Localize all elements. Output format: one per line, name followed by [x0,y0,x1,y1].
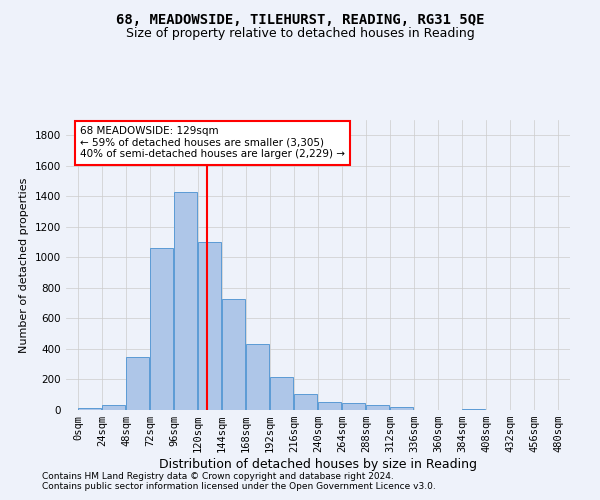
X-axis label: Distribution of detached houses by size in Reading: Distribution of detached houses by size … [159,458,477,471]
Bar [318,402,341,410]
Bar [126,356,149,410]
Text: Contains HM Land Registry data © Crown copyright and database right 2024.: Contains HM Land Registry data © Crown c… [42,472,394,481]
Text: Size of property relative to detached houses in Reading: Size of property relative to detached ho… [125,28,475,40]
Bar [246,344,269,410]
Bar [462,409,485,410]
Bar [294,394,317,410]
Bar [342,403,365,410]
Text: Contains public sector information licensed under the Open Government Licence v3: Contains public sector information licen… [42,482,436,491]
Bar [78,408,101,410]
Y-axis label: Number of detached properties: Number of detached properties [19,178,29,352]
Bar [174,192,197,410]
Bar [366,406,389,410]
Text: 68, MEADOWSIDE, TILEHURST, READING, RG31 5QE: 68, MEADOWSIDE, TILEHURST, READING, RG31… [116,12,484,26]
Bar [270,377,293,410]
Bar [390,407,413,410]
Bar [222,298,245,410]
Text: 68 MEADOWSIDE: 129sqm
← 59% of detached houses are smaller (3,305)
40% of semi-d: 68 MEADOWSIDE: 129sqm ← 59% of detached … [80,126,345,160]
Bar [102,404,125,410]
Bar [198,242,221,410]
Bar [150,248,173,410]
